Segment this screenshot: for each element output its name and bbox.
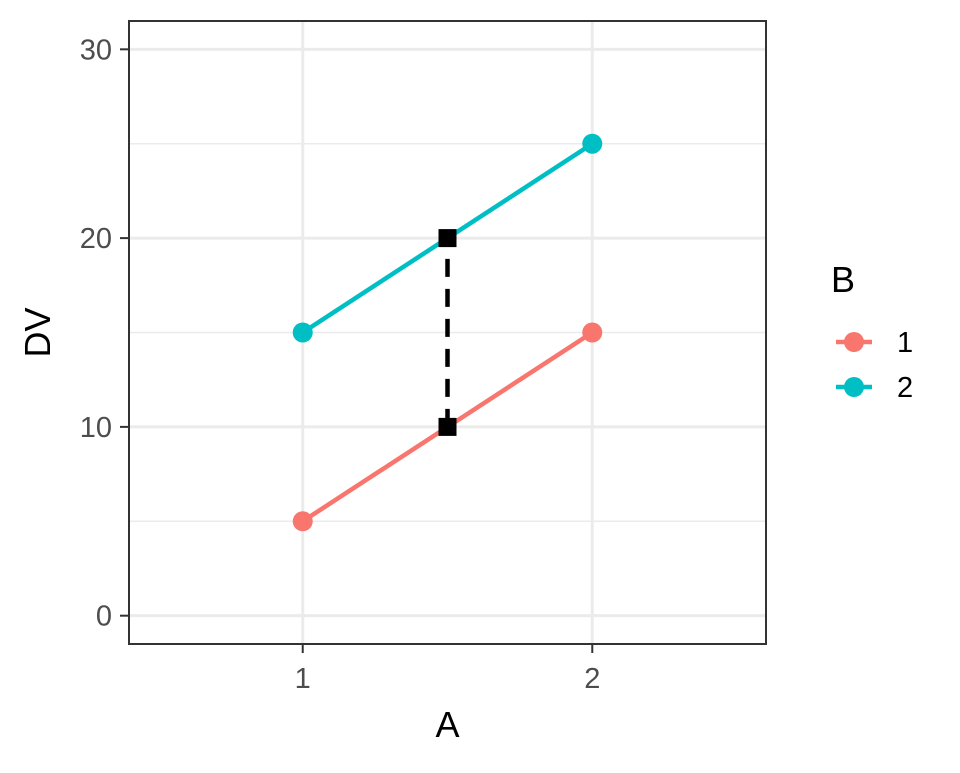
y-tick-label: 30: [80, 34, 112, 66]
legend-key-point-2: [844, 377, 864, 397]
legend-label-1: 1: [897, 327, 913, 359]
legend: B 12: [831, 259, 913, 404]
legend-title: B: [831, 259, 855, 300]
series-point-2: [582, 133, 603, 154]
annotation-marker: [438, 417, 457, 436]
y-tick-label: 0: [96, 601, 112, 633]
point-layer: [292, 133, 603, 532]
series-point-1: [582, 322, 603, 343]
annotation-layer: [438, 229, 457, 436]
y-axis-title: DV: [17, 307, 58, 357]
legend-keys: 12: [836, 327, 913, 404]
legend-key-point-1: [844, 332, 864, 352]
annotation-marker: [438, 229, 457, 248]
series-point-2: [292, 322, 313, 343]
y-tick-label: 10: [80, 412, 112, 444]
x-axis-title: A: [435, 704, 459, 745]
y-tick-label: 20: [80, 223, 112, 255]
x-tick-label: 1: [295, 663, 311, 695]
x-tick-label: 2: [584, 663, 600, 695]
panel-border: [128, 20, 767, 645]
series-point-1: [292, 511, 313, 532]
axes: 0 10 20 30 1 2: [80, 34, 601, 695]
legend-label-2: 2: [897, 372, 913, 404]
